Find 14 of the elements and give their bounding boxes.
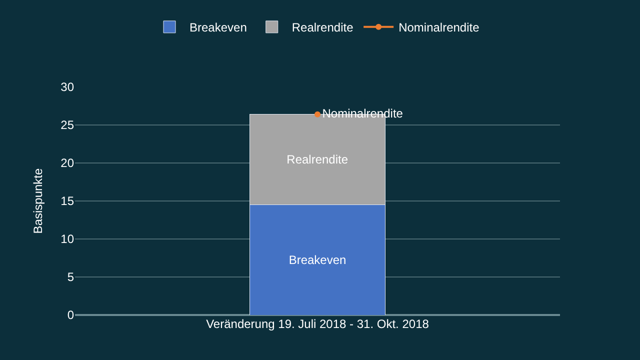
- legend-label: Breakeven: [190, 20, 247, 35]
- legend-label: Realrendite: [292, 20, 354, 35]
- y-tick-label: 30: [60, 80, 74, 94]
- y-tick-label: 20: [60, 156, 74, 170]
- y-tick-label: 10: [60, 232, 74, 246]
- y-axis-title: Basispunkte: [30, 168, 45, 234]
- y-tick-label: 25: [60, 118, 74, 132]
- x-tick-label: Veränderung 19. Juli 2018 - 31. Okt. 2018: [206, 317, 430, 331]
- y-tick-label: 15: [60, 194, 74, 208]
- data-label: Breakeven: [288, 252, 346, 267]
- legend-label: Nominalrendite: [398, 20, 480, 35]
- y-tick-label: 0: [67, 308, 74, 322]
- y-tick-label: 5: [67, 270, 74, 284]
- data-label: Realrendite: [286, 152, 348, 167]
